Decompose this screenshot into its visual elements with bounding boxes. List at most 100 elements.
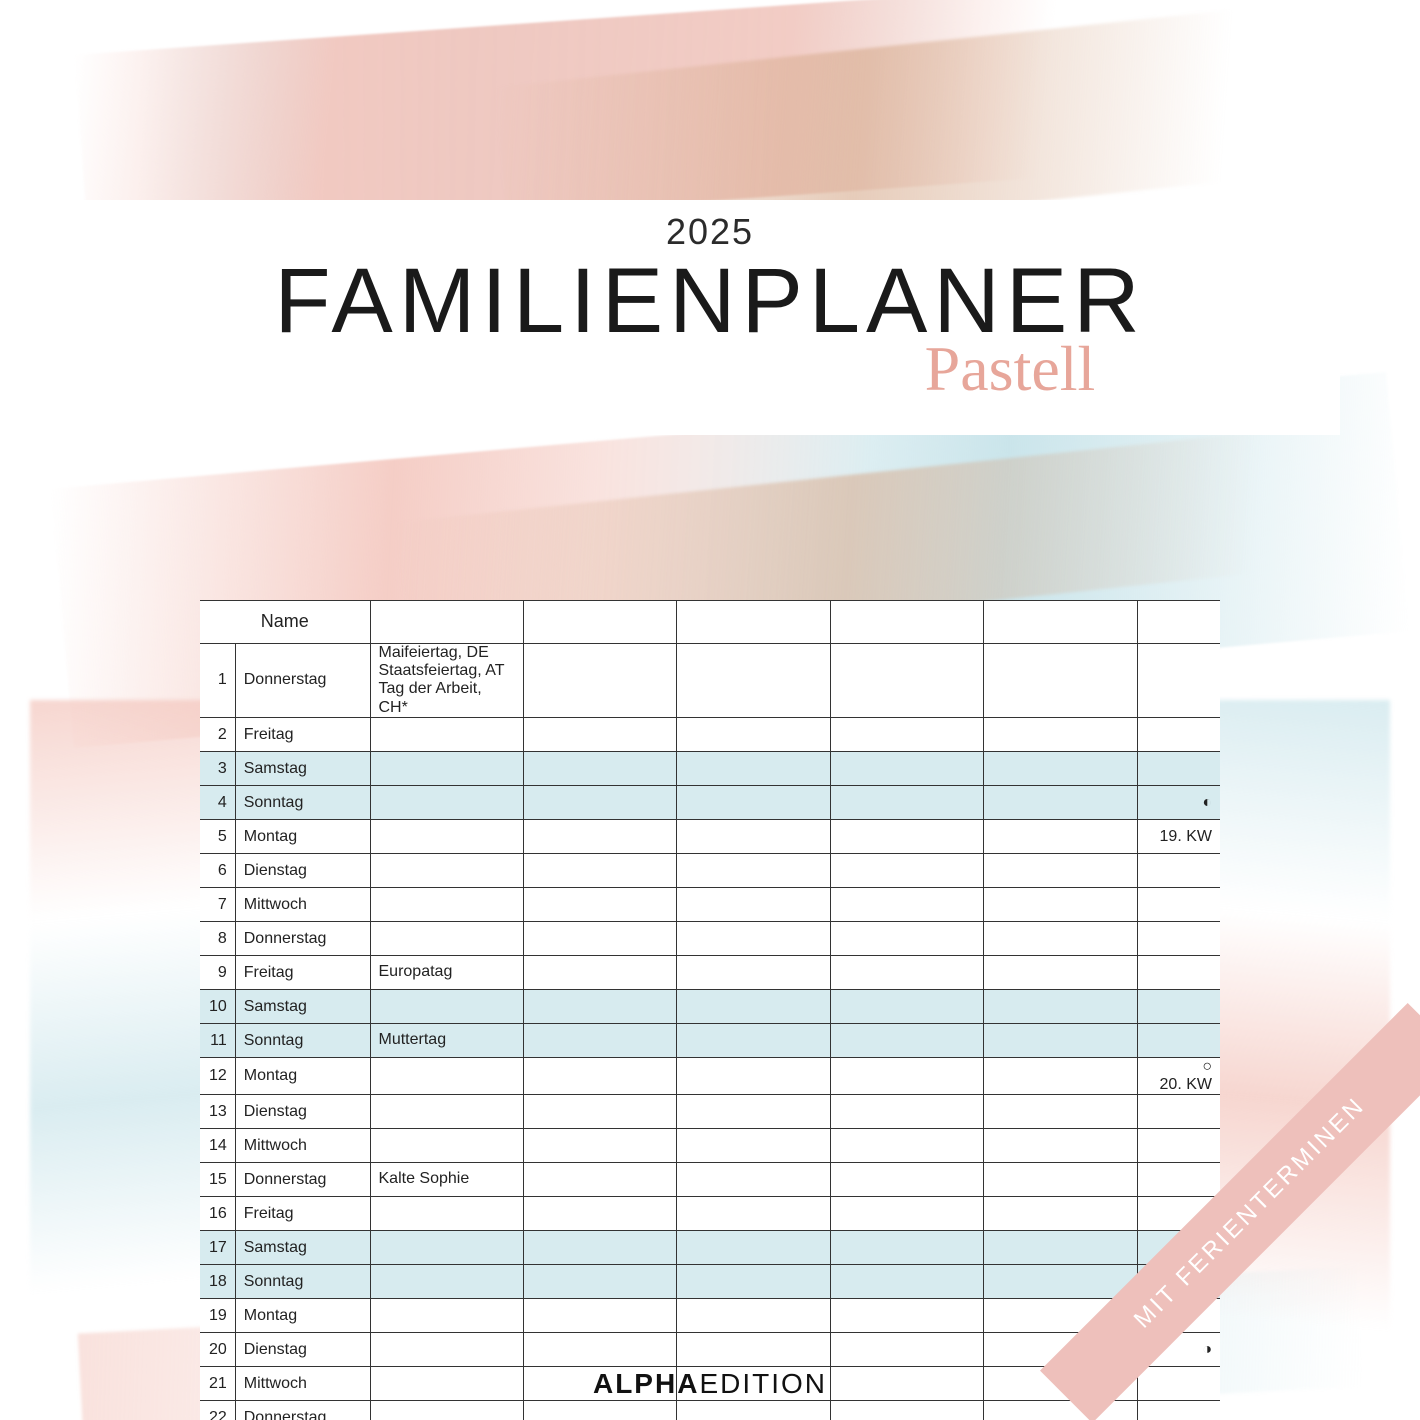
weekday-name: Donnerstag [235, 643, 370, 718]
week-moon-cell [1137, 718, 1220, 752]
person-cell [984, 990, 1137, 1024]
person-cell [984, 1265, 1137, 1299]
person-cell [830, 1095, 983, 1129]
weekday-name: Mittwoch [235, 888, 370, 922]
person-cell [523, 1058, 676, 1095]
year-label: 2025 [666, 211, 754, 253]
day-number: 22 [200, 1401, 235, 1420]
holiday-note: Maifeiertag, DE Staatsfeiertag, AT Tag d… [370, 643, 523, 718]
holiday-note [370, 718, 523, 752]
day-number: 20 [200, 1333, 235, 1367]
day-number: 10 [200, 990, 235, 1024]
weekday-name: Dienstag [235, 1095, 370, 1129]
person-cell [984, 1197, 1137, 1231]
person-cell [984, 1058, 1137, 1095]
holiday-note [370, 990, 523, 1024]
calendar-row: 7Mittwoch [200, 888, 1220, 922]
calendar-row: 22Donnerstag [200, 1401, 1220, 1420]
calendar-row: 3Samstag [200, 752, 1220, 786]
person-cell [677, 1265, 830, 1299]
publisher-bold: ALPHA [593, 1368, 699, 1399]
person-cell [830, 1299, 983, 1333]
calendar-row: 4Sonntag◐ [200, 786, 1220, 820]
person-cell [984, 1231, 1137, 1265]
person-cell [984, 718, 1137, 752]
weekday-name: Montag [235, 1058, 370, 1095]
week-moon-cell [1137, 643, 1220, 718]
calendar-row: 9FreitagEuropatag [200, 956, 1220, 990]
person-cell [830, 956, 983, 990]
person-cell [523, 718, 676, 752]
calendar-row: 14Mittwoch [200, 1129, 1220, 1163]
person-cell [984, 1401, 1137, 1420]
publisher-logo: ALPHAEDITION [0, 1368, 1420, 1400]
calendar-row: 5Montag19. KW [200, 820, 1220, 854]
calendar-sheet: Name 1DonnerstagMaifeiertag, DE Staatsfe… [200, 600, 1220, 1420]
person-cell [830, 1333, 983, 1367]
person-cell [830, 1265, 983, 1299]
person-cell [523, 990, 676, 1024]
day-number: 9 [200, 956, 235, 990]
week-moon-cell: ○ 20. KW [1137, 1058, 1220, 1095]
header-person-col [830, 601, 983, 643]
person-cell [523, 786, 676, 820]
calendar-row: 18Sonntag [200, 1265, 1220, 1299]
person-cell [677, 1095, 830, 1129]
holiday-note [370, 1265, 523, 1299]
person-cell [677, 1058, 830, 1095]
person-cell [523, 643, 676, 718]
holiday-note [370, 1231, 523, 1265]
calendar-row: 13Dienstag [200, 1095, 1220, 1129]
person-cell [677, 786, 830, 820]
week-moon-cell [1137, 1401, 1220, 1420]
weekday-name: Donnerstag [235, 922, 370, 956]
holiday-note [370, 1333, 523, 1367]
person-cell [677, 956, 830, 990]
person-cell [677, 643, 830, 718]
holiday-note [370, 1095, 523, 1129]
weekday-name: Montag [235, 820, 370, 854]
calendar-row: 12Montag ○ 20. KW [200, 1058, 1220, 1095]
header-name: Name [200, 601, 370, 643]
week-moon-cell [1137, 956, 1220, 990]
person-cell [830, 1058, 983, 1095]
person-cell [830, 888, 983, 922]
day-number: 12 [200, 1058, 235, 1095]
week-moon-cell [1137, 922, 1220, 956]
holiday-note [370, 854, 523, 888]
person-cell [984, 752, 1137, 786]
holiday-note [370, 922, 523, 956]
person-cell [523, 1401, 676, 1420]
weekday-name: Donnerstag [235, 1401, 370, 1420]
person-cell [677, 1163, 830, 1197]
publisher-rest: EDITION [699, 1368, 827, 1399]
weekday-name: Freitag [235, 718, 370, 752]
title-band: 2025 FAMILIENPLANER Pastell [80, 200, 1340, 435]
person-cell [523, 1024, 676, 1058]
weekday-name: Sonntag [235, 786, 370, 820]
person-cell [677, 1024, 830, 1058]
calendar-row: 19Montag [200, 1299, 1220, 1333]
person-cell [523, 820, 676, 854]
person-cell [984, 786, 1137, 820]
header-person-col [984, 601, 1137, 643]
header-person-col [523, 601, 676, 643]
person-cell [523, 1231, 676, 1265]
person-cell [830, 1129, 983, 1163]
holiday-note [370, 1058, 523, 1095]
week-moon-cell [1137, 1024, 1220, 1058]
header-person-col [677, 601, 830, 643]
day-number: 18 [200, 1265, 235, 1299]
person-cell [984, 1024, 1137, 1058]
person-cell [984, 1095, 1137, 1129]
person-cell [830, 752, 983, 786]
person-cell [677, 752, 830, 786]
calendar-row: 2Freitag [200, 718, 1220, 752]
holiday-note [370, 1129, 523, 1163]
holiday-note: Kalte Sophie [370, 1163, 523, 1197]
person-cell [523, 752, 676, 786]
person-cell [677, 820, 830, 854]
day-number: 11 [200, 1024, 235, 1058]
person-cell [830, 643, 983, 718]
person-cell [677, 1197, 830, 1231]
